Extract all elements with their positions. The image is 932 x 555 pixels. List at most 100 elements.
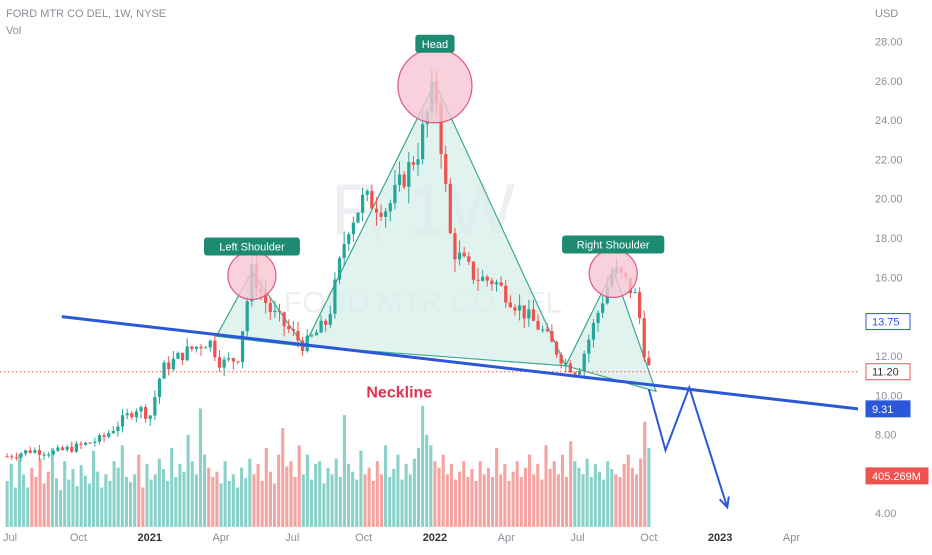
price-label-text: 405.269M (872, 471, 921, 483)
candle-body (439, 102, 443, 154)
candle-body (70, 446, 74, 452)
volume-bar (215, 471, 219, 527)
volume-bar (277, 454, 281, 527)
volume-bar (120, 445, 124, 527)
candle-body (601, 303, 605, 313)
volume-bar (416, 447, 421, 527)
y-axis-tick: 16.00 (875, 272, 903, 284)
candle-body (60, 447, 65, 450)
candle-body (236, 361, 240, 363)
volume-bar (182, 471, 186, 527)
candle-body (564, 363, 568, 365)
candle-body (333, 279, 337, 314)
volume-bar (449, 463, 453, 527)
candle-body (568, 363, 572, 373)
candle-body (148, 415, 152, 419)
volume-bar (240, 467, 244, 527)
volume-bar (186, 434, 190, 527)
candle-body (167, 362, 171, 370)
volume-bar (203, 454, 207, 527)
volume-bar (626, 454, 630, 527)
volume-bar (133, 474, 137, 527)
y-axis-tick: 28.00 (875, 36, 903, 48)
volume-bar (470, 469, 474, 527)
volume-bar (388, 476, 392, 527)
candle-body (190, 346, 194, 349)
y-axis-tick: 18.00 (875, 233, 903, 245)
price-label-box (865, 313, 911, 331)
candle-body (360, 194, 365, 213)
candle-body (134, 411, 139, 418)
candle-body (277, 310, 282, 313)
candle-body (411, 162, 416, 165)
candle-body (351, 222, 355, 235)
annotation-circle (588, 248, 638, 299)
volume-bar (351, 471, 355, 527)
candle-body (111, 431, 115, 434)
volume-bar (519, 476, 523, 527)
volume-bar (503, 463, 507, 527)
y-axis-tick: 12.00 (875, 351, 903, 363)
candle-body (527, 309, 531, 319)
price-label-text: 13.75 (872, 317, 900, 329)
candle-body (416, 159, 420, 165)
volume-bar (112, 461, 116, 527)
candle-body (536, 320, 540, 330)
candle-body (83, 442, 88, 445)
price-label-text: 9.31 (872, 404, 893, 416)
candle-body (347, 234, 351, 244)
x-axis-tick: Apr (212, 532, 229, 544)
volume-bar (194, 474, 198, 527)
volume-bar (371, 480, 375, 527)
candle-body (370, 190, 374, 209)
candle-body (120, 415, 125, 427)
candle-body (208, 340, 212, 348)
volume-bar (54, 478, 59, 527)
volume-bar (268, 471, 272, 527)
volume-bar (67, 479, 71, 527)
volume-bar (412, 458, 416, 527)
volume-bar (153, 474, 157, 527)
volume-bar (289, 461, 293, 527)
volume-bar (326, 467, 330, 527)
volume-bar (556, 474, 560, 527)
volume-bar (593, 463, 597, 527)
volume-bar (293, 476, 297, 527)
x-axis-tick: Jul (285, 532, 299, 544)
y-axis-tick: 8.00 (875, 430, 896, 442)
candle-body (467, 256, 471, 262)
candle-body (642, 318, 646, 358)
volume-bar (145, 463, 149, 527)
candle-body (481, 276, 485, 281)
volume-bar (647, 447, 651, 527)
volume-bar (577, 467, 581, 527)
neckline (61, 315, 859, 411)
candle-body (587, 339, 591, 354)
volume-bar (34, 476, 38, 527)
volume-bar (486, 467, 490, 527)
candle-body (56, 447, 60, 451)
volume-bar (614, 474, 618, 527)
annotation-label: Head (422, 39, 448, 51)
annotation-circle (397, 48, 473, 124)
volume-bar (322, 483, 326, 527)
y-axis-tick: 22.00 (875, 154, 903, 166)
volume-bar (565, 476, 569, 527)
candle-body (314, 332, 319, 336)
candle-body (291, 329, 295, 331)
volume-bar (495, 447, 499, 527)
volume-bar (198, 408, 203, 527)
y-axis-tick: 24.00 (875, 115, 903, 127)
volume-bar (219, 483, 223, 527)
candle-body (74, 443, 78, 452)
price-label-text: 11.20 (872, 367, 899, 379)
candle-body (545, 329, 549, 332)
volume-bar (585, 458, 589, 527)
candle-body (305, 335, 309, 352)
x-axis-tick: Jul (571, 532, 585, 544)
price-label-box (865, 467, 929, 485)
volume-bar (532, 474, 536, 527)
candle-body (227, 358, 231, 360)
